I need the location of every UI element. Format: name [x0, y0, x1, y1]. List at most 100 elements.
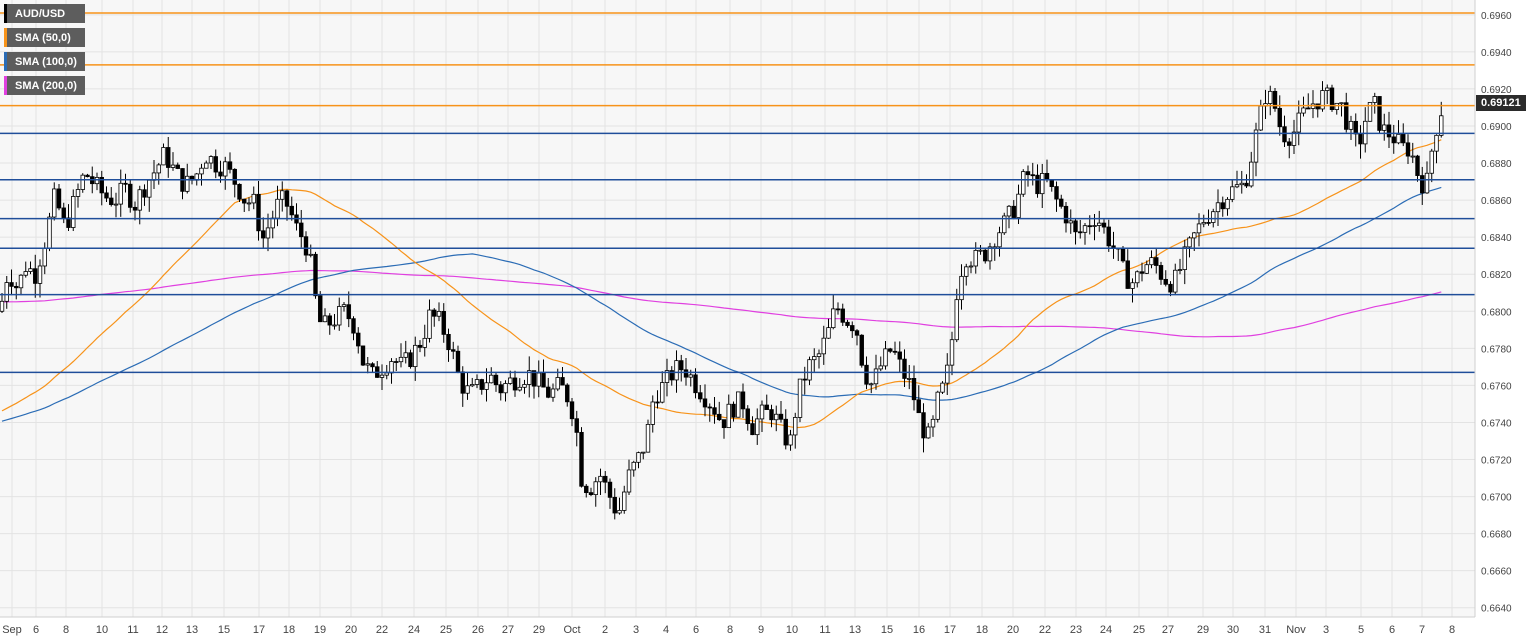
- x-tick-label: 31: [1259, 624, 1271, 636]
- candle-body: [1097, 222, 1102, 226]
- x-tick-label: 27: [502, 624, 514, 636]
- y-tick-label: 0.6880: [1481, 159, 1512, 170]
- candle-body: [1059, 198, 1064, 207]
- candle-body: [308, 253, 313, 256]
- candle-body: [1282, 126, 1287, 143]
- candle-body: [427, 309, 432, 339]
- candle-body: [935, 391, 940, 420]
- candle-body: [650, 401, 655, 425]
- x-tick-label: 16: [913, 624, 925, 636]
- x-tick-label: 3: [1323, 624, 1329, 636]
- candle-body: [840, 308, 845, 323]
- candle-body: [99, 176, 104, 194]
- candle-body: [1277, 107, 1282, 128]
- y-tick-label: 0.6640: [1481, 604, 1512, 615]
- candle-body: [313, 253, 318, 297]
- x-tick-label: 17: [253, 624, 265, 636]
- x-tick-label: 11: [127, 624, 138, 636]
- candle-body: [1173, 269, 1178, 293]
- candle-body: [204, 162, 209, 169]
- candle-body: [797, 378, 803, 418]
- candle-body: [1044, 173, 1050, 180]
- x-tick-label: Nov: [1286, 624, 1306, 636]
- candle-body: [683, 369, 689, 378]
- candle-body: [1182, 246, 1187, 270]
- candle-body: [869, 383, 874, 386]
- candle-body: [37, 265, 43, 284]
- candle-body: [75, 189, 81, 197]
- y-tick-label: 0.6720: [1481, 456, 1512, 467]
- candle-body: [622, 491, 627, 511]
- candle-body: [47, 216, 52, 250]
- candle-body: [1363, 120, 1368, 145]
- candle-body: [417, 344, 423, 348]
- candle-body: [655, 401, 660, 404]
- legend-item-sma200[interactable]: SMA (200,0): [4, 76, 85, 95]
- candle-body: [707, 406, 712, 409]
- candle-body: [280, 190, 285, 200]
- candle-body: [593, 481, 598, 496]
- candle-body: [365, 363, 370, 366]
- candle-body: [223, 161, 228, 177]
- candle-body: [916, 399, 921, 414]
- candle-body: [1429, 150, 1434, 174]
- candle-body: [1101, 222, 1107, 228]
- candle-body: [1125, 260, 1130, 289]
- y-tick-label: 0.6800: [1481, 307, 1512, 318]
- candle-body: [759, 404, 765, 420]
- candle-body: [588, 492, 594, 496]
- legend-label-sma50: SMA (50,0): [15, 31, 71, 44]
- legend-label-sma100: SMA (100,0): [15, 55, 77, 68]
- candle-body: [560, 377, 565, 386]
- candle-body: [645, 423, 651, 453]
- candle-body: [137, 189, 142, 211]
- candle-body: [14, 285, 19, 289]
- candle-body: [1135, 271, 1140, 284]
- sma-200-line: [1, 269, 1442, 338]
- candle-body: [465, 385, 470, 394]
- candle-body: [493, 374, 499, 386]
- candle-body: [175, 164, 180, 169]
- y-tick-label: 0.6780: [1481, 344, 1512, 355]
- candle-body: [1296, 112, 1301, 133]
- candle-body: [541, 372, 546, 388]
- x-tick-label: 6: [693, 624, 699, 636]
- candle-body: [1192, 232, 1197, 239]
- legend-item-sma50[interactable]: SMA (50,0): [4, 28, 85, 47]
- candle-body: [973, 249, 978, 267]
- candle-body: [512, 377, 518, 391]
- candle-body: [954, 299, 959, 341]
- candle-body: [1396, 133, 1401, 144]
- candle-body: [346, 304, 351, 320]
- candle-body: [1382, 124, 1387, 131]
- candle-body: [1215, 202, 1221, 213]
- candle-body: [987, 246, 993, 262]
- candle-body: [603, 475, 608, 483]
- x-tick-label: 7: [1419, 624, 1425, 636]
- grid: [0, 0, 1475, 617]
- candle-body: [921, 412, 926, 439]
- candle-body: [337, 306, 342, 326]
- x-tick-label: 22: [376, 624, 388, 636]
- candle-body: [1320, 90, 1325, 110]
- candle-body: [460, 371, 465, 394]
- candle-body: [1063, 205, 1069, 224]
- candle-body: [821, 337, 826, 355]
- x-tick-label: 15: [881, 624, 893, 636]
- candle-body: [1168, 283, 1173, 293]
- candle-body: [237, 183, 242, 200]
- legend-item-sma100[interactable]: SMA (100,0): [4, 52, 85, 71]
- candle-body: [778, 413, 784, 420]
- y-tick-label: 0.6840: [1481, 233, 1512, 244]
- candle-body: [71, 196, 76, 228]
- x-tick-label: 10: [786, 624, 798, 636]
- candle-body: [379, 374, 385, 378]
- candle-body: [949, 339, 955, 366]
- candle-body: [85, 174, 90, 178]
- candle-body: [1287, 141, 1292, 146]
- candle-body: [584, 485, 589, 494]
- candle-body: [403, 352, 408, 358]
- legend-item-audusd[interactable]: AUD/USD: [4, 4, 85, 23]
- x-tick-label: 18: [976, 624, 988, 636]
